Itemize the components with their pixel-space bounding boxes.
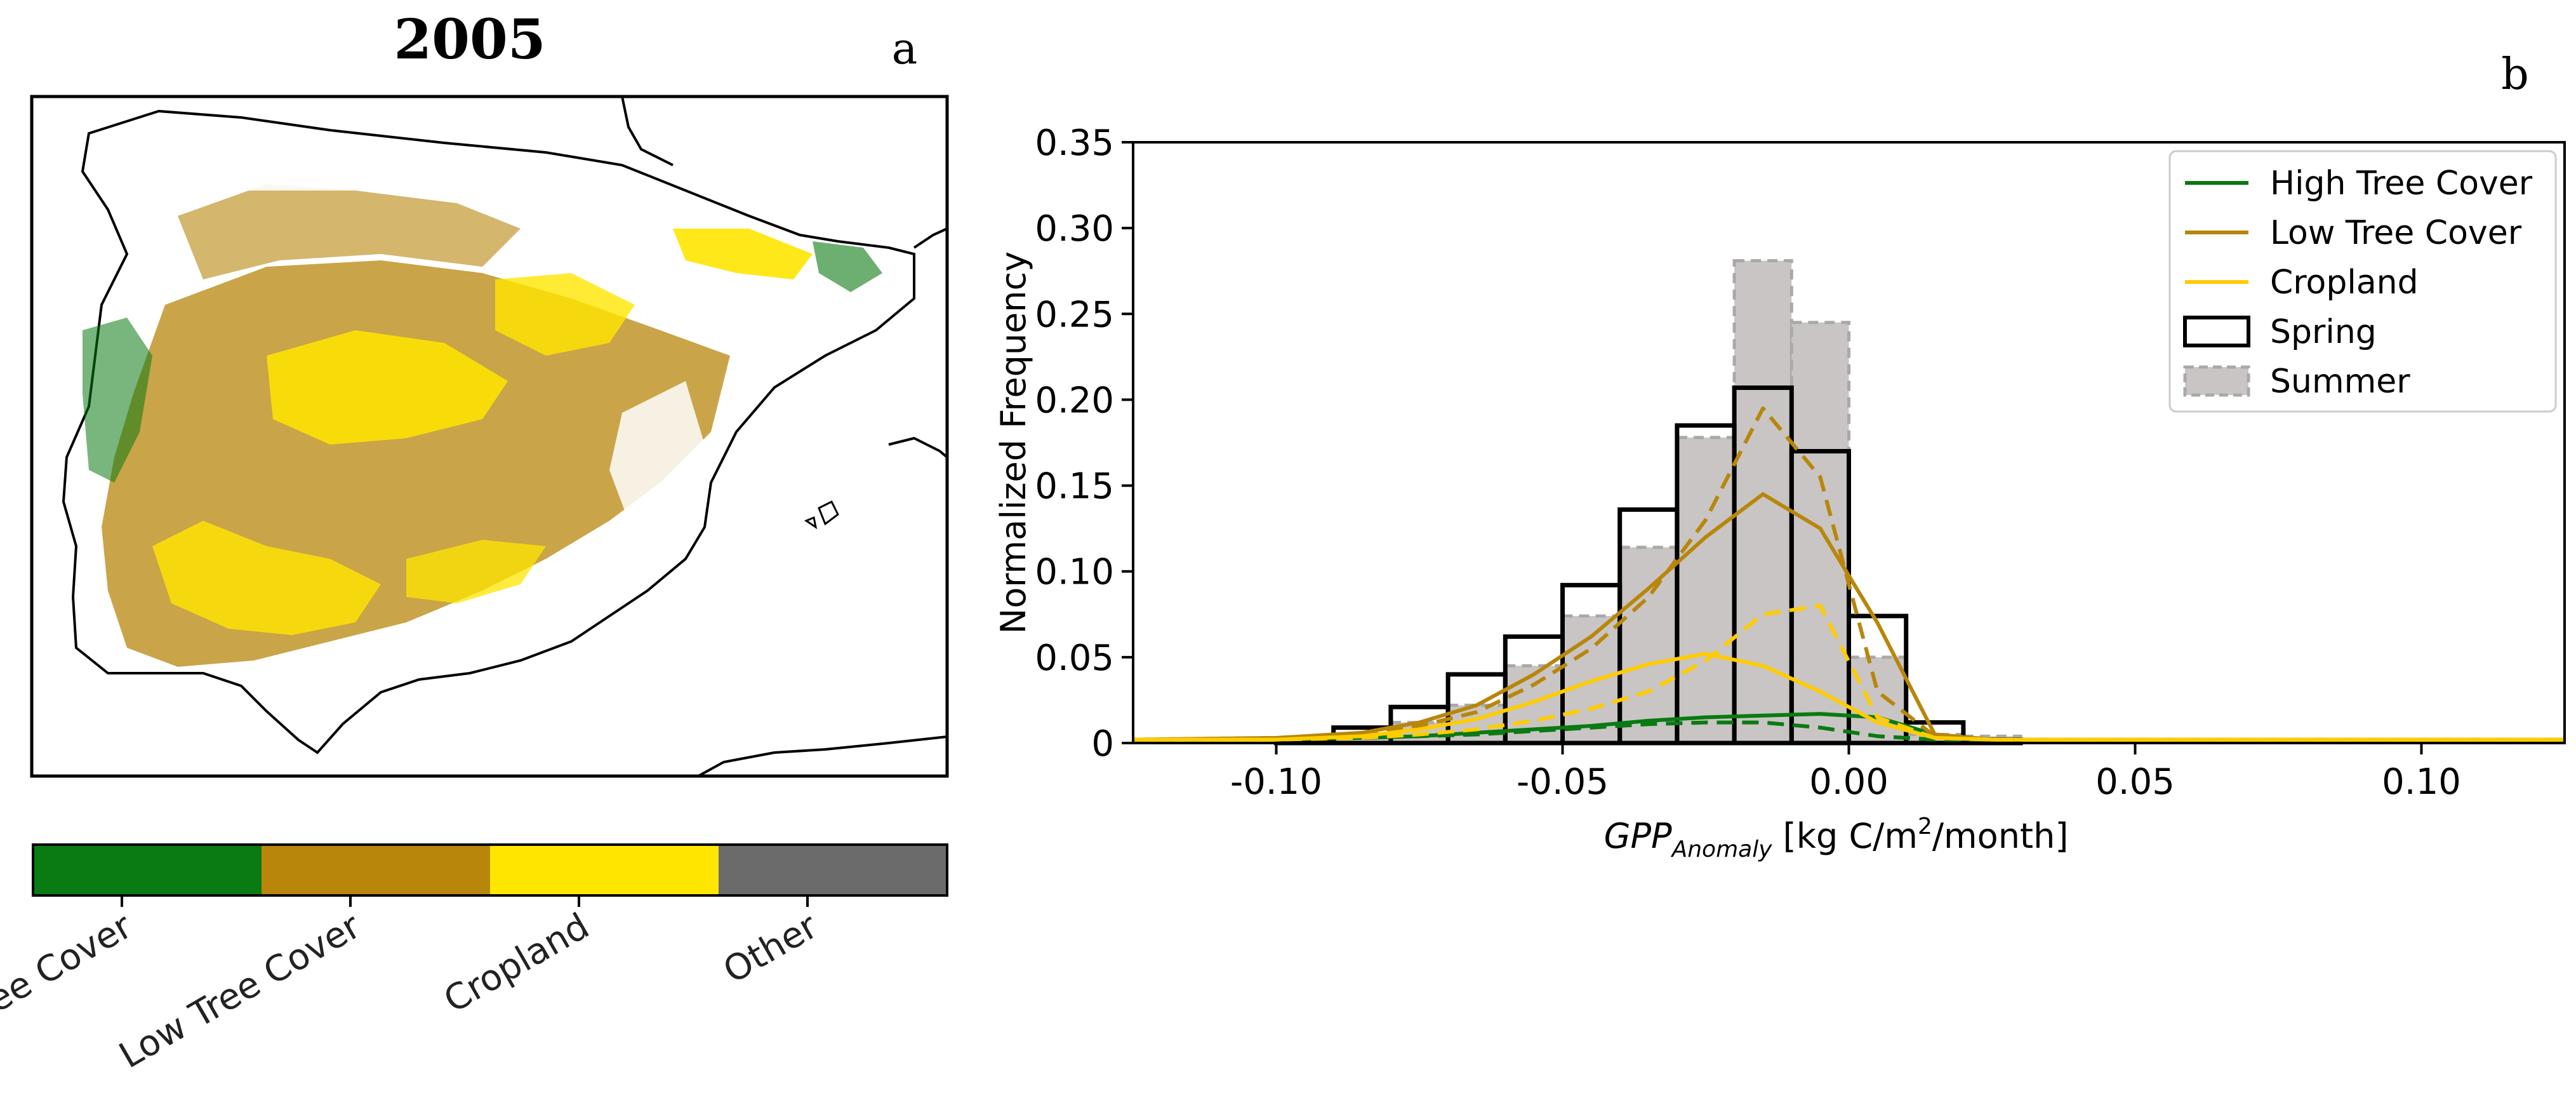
cropland-ebro <box>673 229 813 279</box>
colorbar-swatch-low-tree-cover <box>262 845 490 895</box>
x-tick-label: 0.10 <box>2382 761 2461 803</box>
high-tree-cover-pyrenees <box>813 241 882 292</box>
high-tree-cover-west <box>83 318 152 483</box>
summer-bar <box>1847 655 1908 745</box>
cropland-central <box>267 330 508 445</box>
legend-label-high-tree-cover: High Tree Cover <box>2270 164 2533 203</box>
morocco-coast <box>698 735 947 776</box>
x-tick-label: -0.10 <box>1230 761 1322 803</box>
y-axis-label: Normalized Frequency <box>993 251 1033 634</box>
y-tick-label: 0.20 <box>1035 380 1114 421</box>
colorbar-frame <box>32 843 948 897</box>
colorbar-label-other: Other <box>717 905 825 991</box>
cropland-andalusia <box>406 540 546 603</box>
cropland-east <box>495 273 635 356</box>
white-speckle-levante <box>609 381 705 521</box>
x-axis-label: GPPAnomaly [kg C/m2/month] <box>1604 814 2069 862</box>
france-mediterranean-coast <box>913 227 947 249</box>
panel-b-label: b <box>2501 50 2529 100</box>
france-coastline <box>621 97 674 166</box>
y-tick-label: 0.10 <box>1035 552 1114 593</box>
colorbar-swatch-cropland <box>490 845 719 895</box>
legend-label-low-tree-cover: Low Tree Cover <box>2270 214 2522 252</box>
colorbar-label-low-tree-cover: Low Tree Cover <box>112 905 368 1076</box>
panel-a-label: a <box>892 24 918 74</box>
legend-label-cropland: Cropland <box>2270 264 2419 302</box>
summer-bar <box>1732 258 1793 745</box>
panel-a: 2005 a <box>0 8 949 1083</box>
y-tick-label: 0.35 <box>1035 123 1114 164</box>
legend-swatch-summer <box>2183 365 2250 397</box>
summer-bar <box>1675 436 1736 745</box>
y-tick-label: 0.30 <box>1035 208 1114 250</box>
white-speckle-north <box>184 146 394 191</box>
legend: High Tree Cover Low Tree Cover Cropland Spr… <box>2168 150 2557 413</box>
y-tick-label: 0.15 <box>1035 466 1114 507</box>
legend-box <box>2168 150 2557 413</box>
colorbar-swatch-other <box>719 845 947 895</box>
map-area <box>30 95 949 778</box>
map-title: 2005 <box>394 8 545 72</box>
panel-b: b 0 0.05 0.10 0.15 0.20 0.25 0.30 0.35 -0.10 -0.0… <box>993 50 2566 862</box>
line-cropland-summer <box>1133 603 2565 742</box>
legend-swatch-spring <box>2183 316 2250 347</box>
colorbar-label-high-tree-cover: High Tree Cover <box>0 905 140 1082</box>
x-tick-label: -0.05 <box>1517 761 1609 803</box>
y-tick-label: 0.05 <box>1035 638 1114 679</box>
legend-label-summer: Summer <box>2270 363 2410 401</box>
algeria-fragment <box>888 436 947 459</box>
low-tree-cover-north <box>178 184 521 279</box>
colorbar-label-cropland: Cropland <box>437 906 596 1021</box>
summer-bar <box>1618 546 1679 745</box>
y-tick-label: 0 <box>1091 723 1114 765</box>
line-cropland-spring <box>1133 652 2565 742</box>
legend-label-spring: Spring <box>2270 313 2377 351</box>
colorbar-swatch-high-tree-cover <box>33 845 262 895</box>
histogram-chart: 0 0.05 0.10 0.15 0.20 0.25 0.30 0.35 -0.10 -0.05 0… <box>993 123 2566 862</box>
x-tick-label: 0.05 <box>2095 761 2175 803</box>
cropland-south <box>152 521 381 635</box>
x-tick-label: 0.00 <box>1809 761 1889 803</box>
balearic-islands <box>804 500 839 530</box>
line-low-tree-cover-summer <box>1132 406 2565 742</box>
summer-bar <box>1789 321 1851 745</box>
map-frame <box>30 95 949 778</box>
y-tick-label: 0.25 <box>1035 294 1114 335</box>
